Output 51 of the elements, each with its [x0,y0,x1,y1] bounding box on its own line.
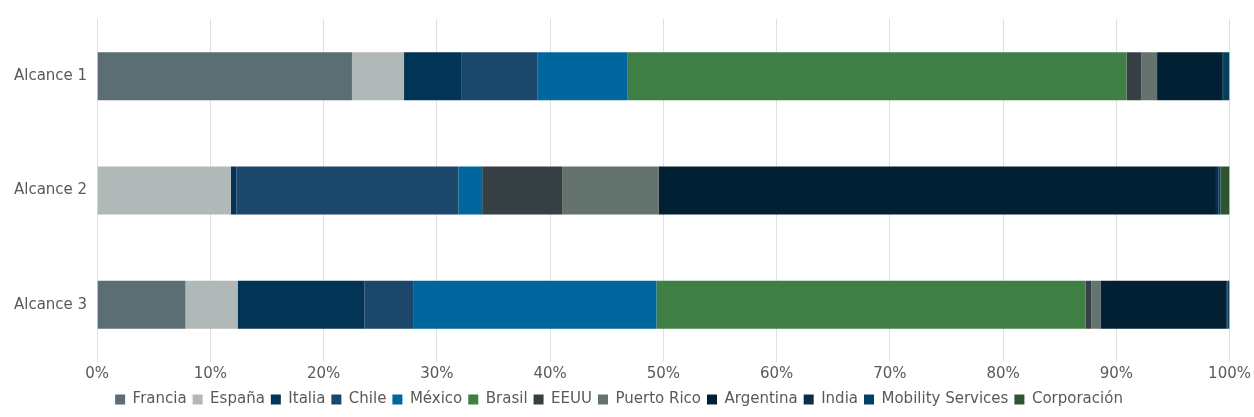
bar [404,52,462,101]
bar [1126,52,1142,101]
bar [482,166,563,215]
bar [1157,52,1223,101]
x-tick-label: 70% [873,363,907,382]
bar [97,52,352,101]
bar [461,52,538,101]
legend-label: Argentina [724,389,798,408]
bar [364,280,414,329]
bar [230,166,237,215]
legend-label: Italia [288,389,326,408]
y-tick-label: Alcance 2 [13,180,88,199]
bar [236,166,459,215]
x-tick-label: 0% [85,363,110,382]
bar [237,280,365,329]
x-tick-label: 60% [759,363,794,382]
x-tick-label: 80% [986,363,1020,382]
y-tick-label: Alcance 1 [13,66,88,85]
bar [351,52,405,101]
bar [413,280,657,329]
x-tick-label: 30% [420,363,454,382]
x-tick-label: 50% [646,363,681,382]
y-tick-label: Alcance 3 [13,294,88,313]
x-tick-label: 100% [1208,363,1251,382]
legend-label: Chile [348,389,387,408]
bar [1141,52,1158,101]
legend-label: Francia [132,389,187,408]
legend-label: España [210,389,265,408]
x-tick-label: 20% [306,363,341,382]
x-tick-label: 90% [1099,363,1133,382]
bar [537,52,628,101]
bar [458,166,483,215]
bar [1220,166,1230,215]
bar [97,166,231,215]
bar [562,166,659,215]
legend-label: Mobility Services [881,389,1009,408]
bar [658,166,1216,215]
legend-label: Puerto Rico [615,389,702,408]
x-tick-label: 40% [533,363,567,382]
bar [627,52,1127,101]
legend-label: India [821,389,858,408]
bar [185,280,238,329]
bar [656,280,1086,329]
bar [1100,280,1227,329]
bar [97,280,186,329]
legend-label: Brasil [485,389,528,408]
legend-label: EEUU [551,389,592,408]
bar [1091,280,1101,329]
legend-label: México [409,389,463,408]
x-tick-label: 10% [193,363,228,382]
legend-label: Corporación [1031,389,1123,408]
